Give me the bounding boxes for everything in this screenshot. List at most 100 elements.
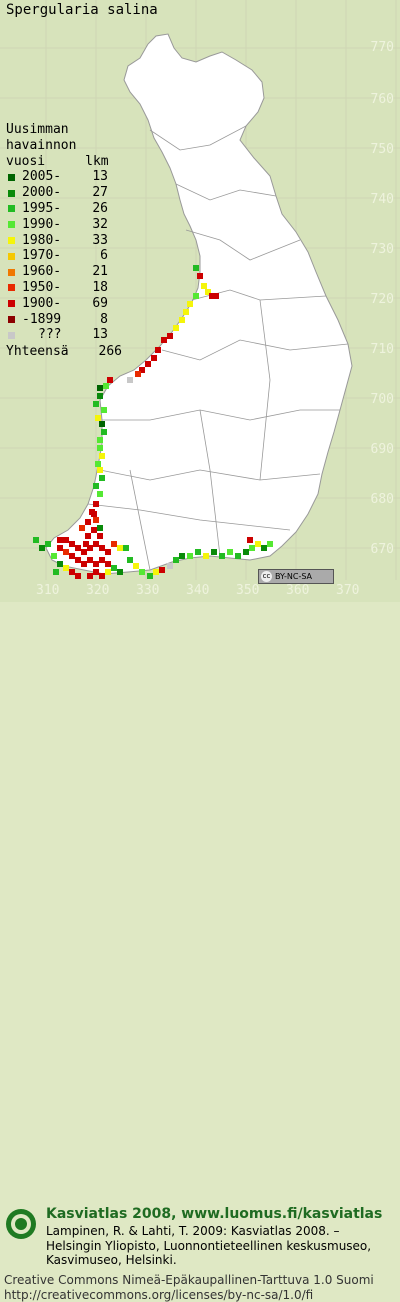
legend-swatch [8, 315, 15, 323]
legend-count: 6 [100, 248, 108, 264]
cc-badge-text: BY-NC-SA [275, 572, 313, 581]
y-tick-label: 710 [370, 342, 394, 357]
map-area: Spergularia salina Uusimman havainnon vu… [0, 0, 400, 602]
region-borders [87, 125, 349, 571]
legend: Uusimman havainnon vuosi lkm 2005- 13 2000… [6, 122, 122, 360]
observation-square [111, 565, 117, 571]
observation-square [211, 549, 217, 555]
observation-square [201, 283, 207, 289]
observation-square [117, 569, 123, 575]
legend-rows: 2005- 13 2000- 27 1995- 26 1990- 32 1980- 33 1970-… [6, 169, 122, 343]
legend-total-label: Yhteensä [6, 344, 69, 360]
observation-square [267, 541, 273, 547]
observation-square [155, 347, 161, 353]
observation-square [93, 569, 99, 575]
observation-square [135, 371, 141, 377]
observation-square [205, 289, 211, 295]
legend-header-count: lkm [85, 153, 109, 169]
observation-square [249, 545, 255, 551]
observation-square [95, 415, 101, 421]
legend-swatch [8, 189, 15, 197]
observation-square [75, 573, 81, 579]
legend-row: 2000- 27 [6, 185, 122, 201]
observation-squares [33, 265, 273, 579]
legend-count: 13 [92, 327, 108, 343]
observation-square [91, 527, 97, 533]
legend-count: 8 [100, 311, 108, 327]
observation-square [93, 401, 99, 407]
observation-square [83, 541, 89, 547]
legend-row: 1995- 26 [6, 201, 122, 217]
observation-square [79, 525, 85, 531]
legend-count: 27 [92, 185, 108, 201]
legend-swatch [8, 268, 15, 276]
x-tick-label: 370 [336, 583, 360, 598]
observation-square [97, 393, 103, 399]
legend-period: 1990- [22, 216, 62, 232]
observation-square [247, 537, 253, 543]
legend-row: 1900- 69 [6, 296, 122, 312]
observation-square [69, 569, 75, 575]
legend-row: 2005- 13 [6, 169, 122, 185]
legend-row: 1960- 21 [6, 264, 122, 280]
observation-square [203, 553, 209, 559]
observation-square [81, 561, 87, 567]
observation-square [111, 541, 117, 547]
legend-swatch [8, 173, 15, 181]
observation-square [139, 569, 145, 575]
observation-square [179, 553, 185, 559]
legend-swatch [8, 252, 15, 260]
legend-period: 2005- [22, 169, 62, 185]
observation-square [261, 545, 267, 551]
observation-square [57, 561, 63, 567]
legend-row: -1899 8 [6, 312, 122, 328]
observation-square [187, 553, 193, 559]
observation-square [97, 533, 103, 539]
y-tick-label: 760 [370, 92, 394, 107]
observation-square [99, 421, 105, 427]
observation-square [179, 317, 185, 323]
legend-count: 26 [92, 200, 108, 216]
observation-square [101, 407, 107, 413]
observation-square [219, 553, 225, 559]
observation-square [105, 569, 111, 575]
observation-square [93, 541, 99, 547]
cc-license-badge[interactable]: cc BY-NC-SA [258, 569, 334, 584]
legend-swatch [8, 300, 15, 308]
y-tick-label: 720 [370, 292, 394, 307]
y-tick-label: 690 [370, 442, 394, 457]
finland-outline [45, 33, 353, 575]
observation-square [105, 561, 111, 567]
footer-license: Creative Commons Nimeä-Epäkaupallinen-Ta… [4, 1273, 374, 1302]
observation-square [45, 541, 51, 547]
x-tick-label: 320 [86, 583, 110, 598]
observation-square [107, 377, 113, 383]
observation-square [193, 265, 199, 271]
footer: Kasviatlas 2008, www.luomus.fi/kasviatla… [0, 602, 400, 1302]
observation-square [187, 301, 193, 307]
y-tick-label: 730 [370, 242, 394, 257]
observation-square [213, 293, 219, 299]
legend-header-1: Uusimman [6, 122, 69, 137]
observation-square [105, 549, 111, 555]
x-tick-label: 330 [136, 583, 160, 598]
observation-square [91, 511, 97, 517]
legend-row: 1970- 6 [6, 248, 122, 264]
legend-count: 32 [92, 216, 108, 232]
legend-header-3: vuosi [6, 153, 46, 169]
observation-square [193, 293, 199, 299]
observation-square [227, 549, 233, 555]
observation-square [97, 437, 103, 443]
observation-square [69, 541, 75, 547]
observation-square [235, 553, 241, 559]
observation-square [195, 549, 201, 555]
footer-title-link[interactable]: Kasviatlas 2008, www.luomus.fi/kasviatla… [46, 1206, 383, 1222]
legend-swatch [8, 221, 15, 229]
footer-reference: Lampinen, R. & Lahti, T. 2009: Kasviatla… [46, 1224, 372, 1267]
observation-square [85, 519, 91, 525]
observation-square [117, 545, 123, 551]
observation-square [173, 325, 179, 331]
observation-square [153, 569, 159, 575]
observation-square [103, 383, 109, 389]
observation-square [39, 545, 45, 551]
